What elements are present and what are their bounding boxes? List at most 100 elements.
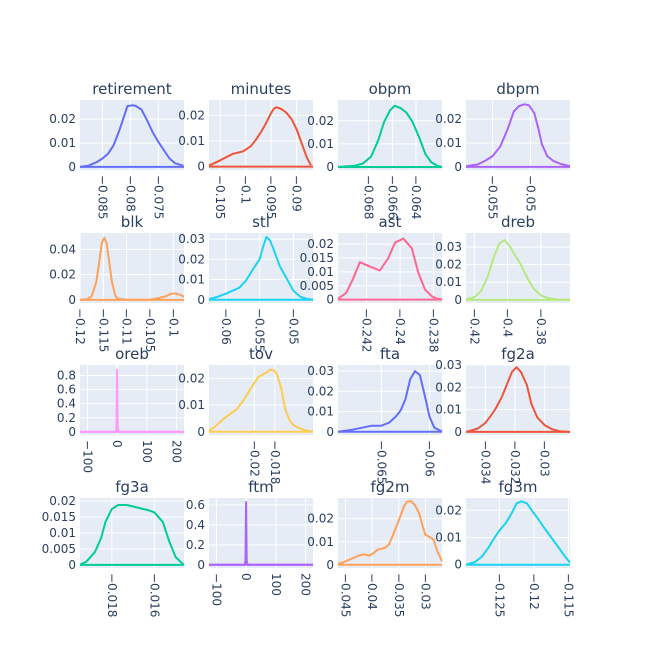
y-tick-label: 0.02 xyxy=(178,371,205,385)
x-tick-label: −0.12 xyxy=(527,573,541,610)
y-tick-label: 0.02 xyxy=(49,268,76,282)
y-tick-label: 0 xyxy=(454,160,462,174)
x-tick-label: −0.065 xyxy=(374,440,388,484)
density-curve xyxy=(208,106,312,167)
facet-blk: 0 0.02 0.04 −0.12 −0.115 −0.11 −0.105 −0.1 blk xyxy=(49,213,185,352)
plot-area xyxy=(80,100,184,170)
density-curve xyxy=(208,368,314,433)
facet-obpm: 0 0.01 0.02 −0.068 −0.066 −0.064 obpm xyxy=(307,80,443,219)
y-tick-label: 0 xyxy=(68,293,76,307)
y-tick-label: 0.01 xyxy=(307,137,334,151)
x-tick-label: −0.03 xyxy=(419,573,433,610)
y-tick-label: 0.02 xyxy=(49,112,76,126)
x-tick-label: −0.05 xyxy=(524,175,538,212)
y-tick-label: 0.02 xyxy=(307,237,334,251)
facet-title: ftm xyxy=(248,478,274,496)
x-tick-label: −0.4 xyxy=(501,308,515,337)
facet-title: fta xyxy=(380,345,400,363)
y-tick-label: 0.2 xyxy=(186,538,205,552)
y-tick-label: 0.02 xyxy=(435,258,462,272)
y-tick-label: 0.01 xyxy=(435,530,462,544)
y-tick-label: 0.6 xyxy=(186,498,205,512)
x-tick-label: 200 xyxy=(299,573,313,596)
density-curve xyxy=(209,501,313,566)
y-tick-label: 0.02 xyxy=(307,114,334,128)
density-curve xyxy=(208,236,314,301)
y-tick-label: 0.03 xyxy=(178,232,205,246)
y-tick-label: 0 xyxy=(326,293,334,307)
y-tick-label: 0.005 xyxy=(42,542,76,556)
x-tick-label: 0 xyxy=(110,440,124,448)
facet-fg2a: 0 0.01 0.02 0.03 −0.034 −0.032 −0.03 fg2a xyxy=(435,345,571,484)
facet-minutes: 0 0.01 0.02 −0.105 −0.1 −0.095 −0.09 minutes xyxy=(178,80,313,219)
x-tick-label: −0.035 xyxy=(392,573,406,617)
y-tick-label: 0.02 xyxy=(49,494,76,508)
density-curve xyxy=(79,104,184,168)
x-tick-label: −0.105 xyxy=(213,175,227,219)
y-tick-label: 0 xyxy=(326,160,334,174)
plot-area xyxy=(466,100,570,170)
plot-area xyxy=(209,498,313,568)
facet-title: retirement xyxy=(92,80,172,98)
x-tick-label: 200 xyxy=(170,440,184,463)
x-tick-label: −0.06 xyxy=(219,308,233,345)
x-tick-label: −0.115 xyxy=(562,573,576,617)
x-tick-label: −0.24 xyxy=(393,308,407,345)
x-tick-label: −100 xyxy=(209,573,223,606)
facet-title: fg3a xyxy=(115,478,149,496)
y-tick-label: 0.01 xyxy=(178,134,205,148)
y-tick-label: 0.01 xyxy=(178,398,205,412)
y-tick-label: 0.8 xyxy=(57,369,76,383)
y-tick-label: 0 xyxy=(197,425,205,439)
plot-area xyxy=(338,365,442,435)
x-tick-label: −0.242 xyxy=(360,308,374,352)
y-tick-label: 0.01 xyxy=(435,136,462,150)
x-tick-label: −0.04 xyxy=(365,573,379,610)
y-tick-label: 0 xyxy=(68,425,76,439)
density-curve xyxy=(337,104,443,168)
density-curve xyxy=(337,499,443,565)
x-tick-label: −0.034 xyxy=(478,440,492,484)
x-tick-label: −0.055 xyxy=(253,308,267,352)
plot-area xyxy=(466,233,570,303)
density-curve xyxy=(337,237,443,301)
y-tick-label: 0 xyxy=(454,425,462,439)
x-tick-label: −0.115 xyxy=(96,308,110,352)
y-tick-label: 0 xyxy=(197,293,205,307)
plot-area xyxy=(209,233,313,303)
facet-dbpm: 0 0.01 0.02 −0.055 −0.05 dbpm xyxy=(435,80,571,219)
density-curve xyxy=(80,368,184,433)
density-curve xyxy=(79,236,185,301)
y-tick-label: 0.03 xyxy=(435,358,462,372)
y-tick-label: 0.01 xyxy=(49,526,76,540)
y-tick-label: 0.01 xyxy=(435,275,462,289)
y-tick-label: 0.01 xyxy=(307,405,334,419)
density-curve xyxy=(465,103,571,168)
x-tick-label: −0.055 xyxy=(486,175,500,219)
y-tick-label: 0 xyxy=(326,425,334,439)
x-tick-label: −0.08 xyxy=(123,175,137,212)
x-tick-label: −0.12 xyxy=(73,308,87,345)
y-tick-label: 0.015 xyxy=(300,251,334,265)
x-tick-label: −0.045 xyxy=(339,573,353,617)
y-tick-label: 0 xyxy=(68,558,76,572)
facet-title: fg2m xyxy=(371,478,410,496)
y-tick-label: 0.6 xyxy=(57,383,76,397)
y-tick-label: 0.01 xyxy=(435,403,462,417)
facet-fg3m: 0 0.01 0.02 −0.125 −0.12 −0.115 fg3m xyxy=(435,478,575,617)
y-tick-label: 0.02 xyxy=(435,503,462,517)
y-tick-label: 0.02 xyxy=(307,384,334,398)
x-tick-label: −0.032 xyxy=(508,440,522,484)
x-tick-label: −0.11 xyxy=(120,308,134,345)
x-tick-label: −0.075 xyxy=(151,175,165,219)
facet-title: fg3m xyxy=(499,478,538,496)
x-tick-label: −0.068 xyxy=(362,175,376,219)
x-tick-label: −0.02 xyxy=(247,440,261,477)
y-tick-label: 0.01 xyxy=(307,535,334,549)
y-tick-label: 0.02 xyxy=(307,512,334,526)
y-tick-label: 0.2 xyxy=(57,411,76,425)
density-curve xyxy=(465,239,571,301)
x-tick-label: −100 xyxy=(80,440,94,473)
